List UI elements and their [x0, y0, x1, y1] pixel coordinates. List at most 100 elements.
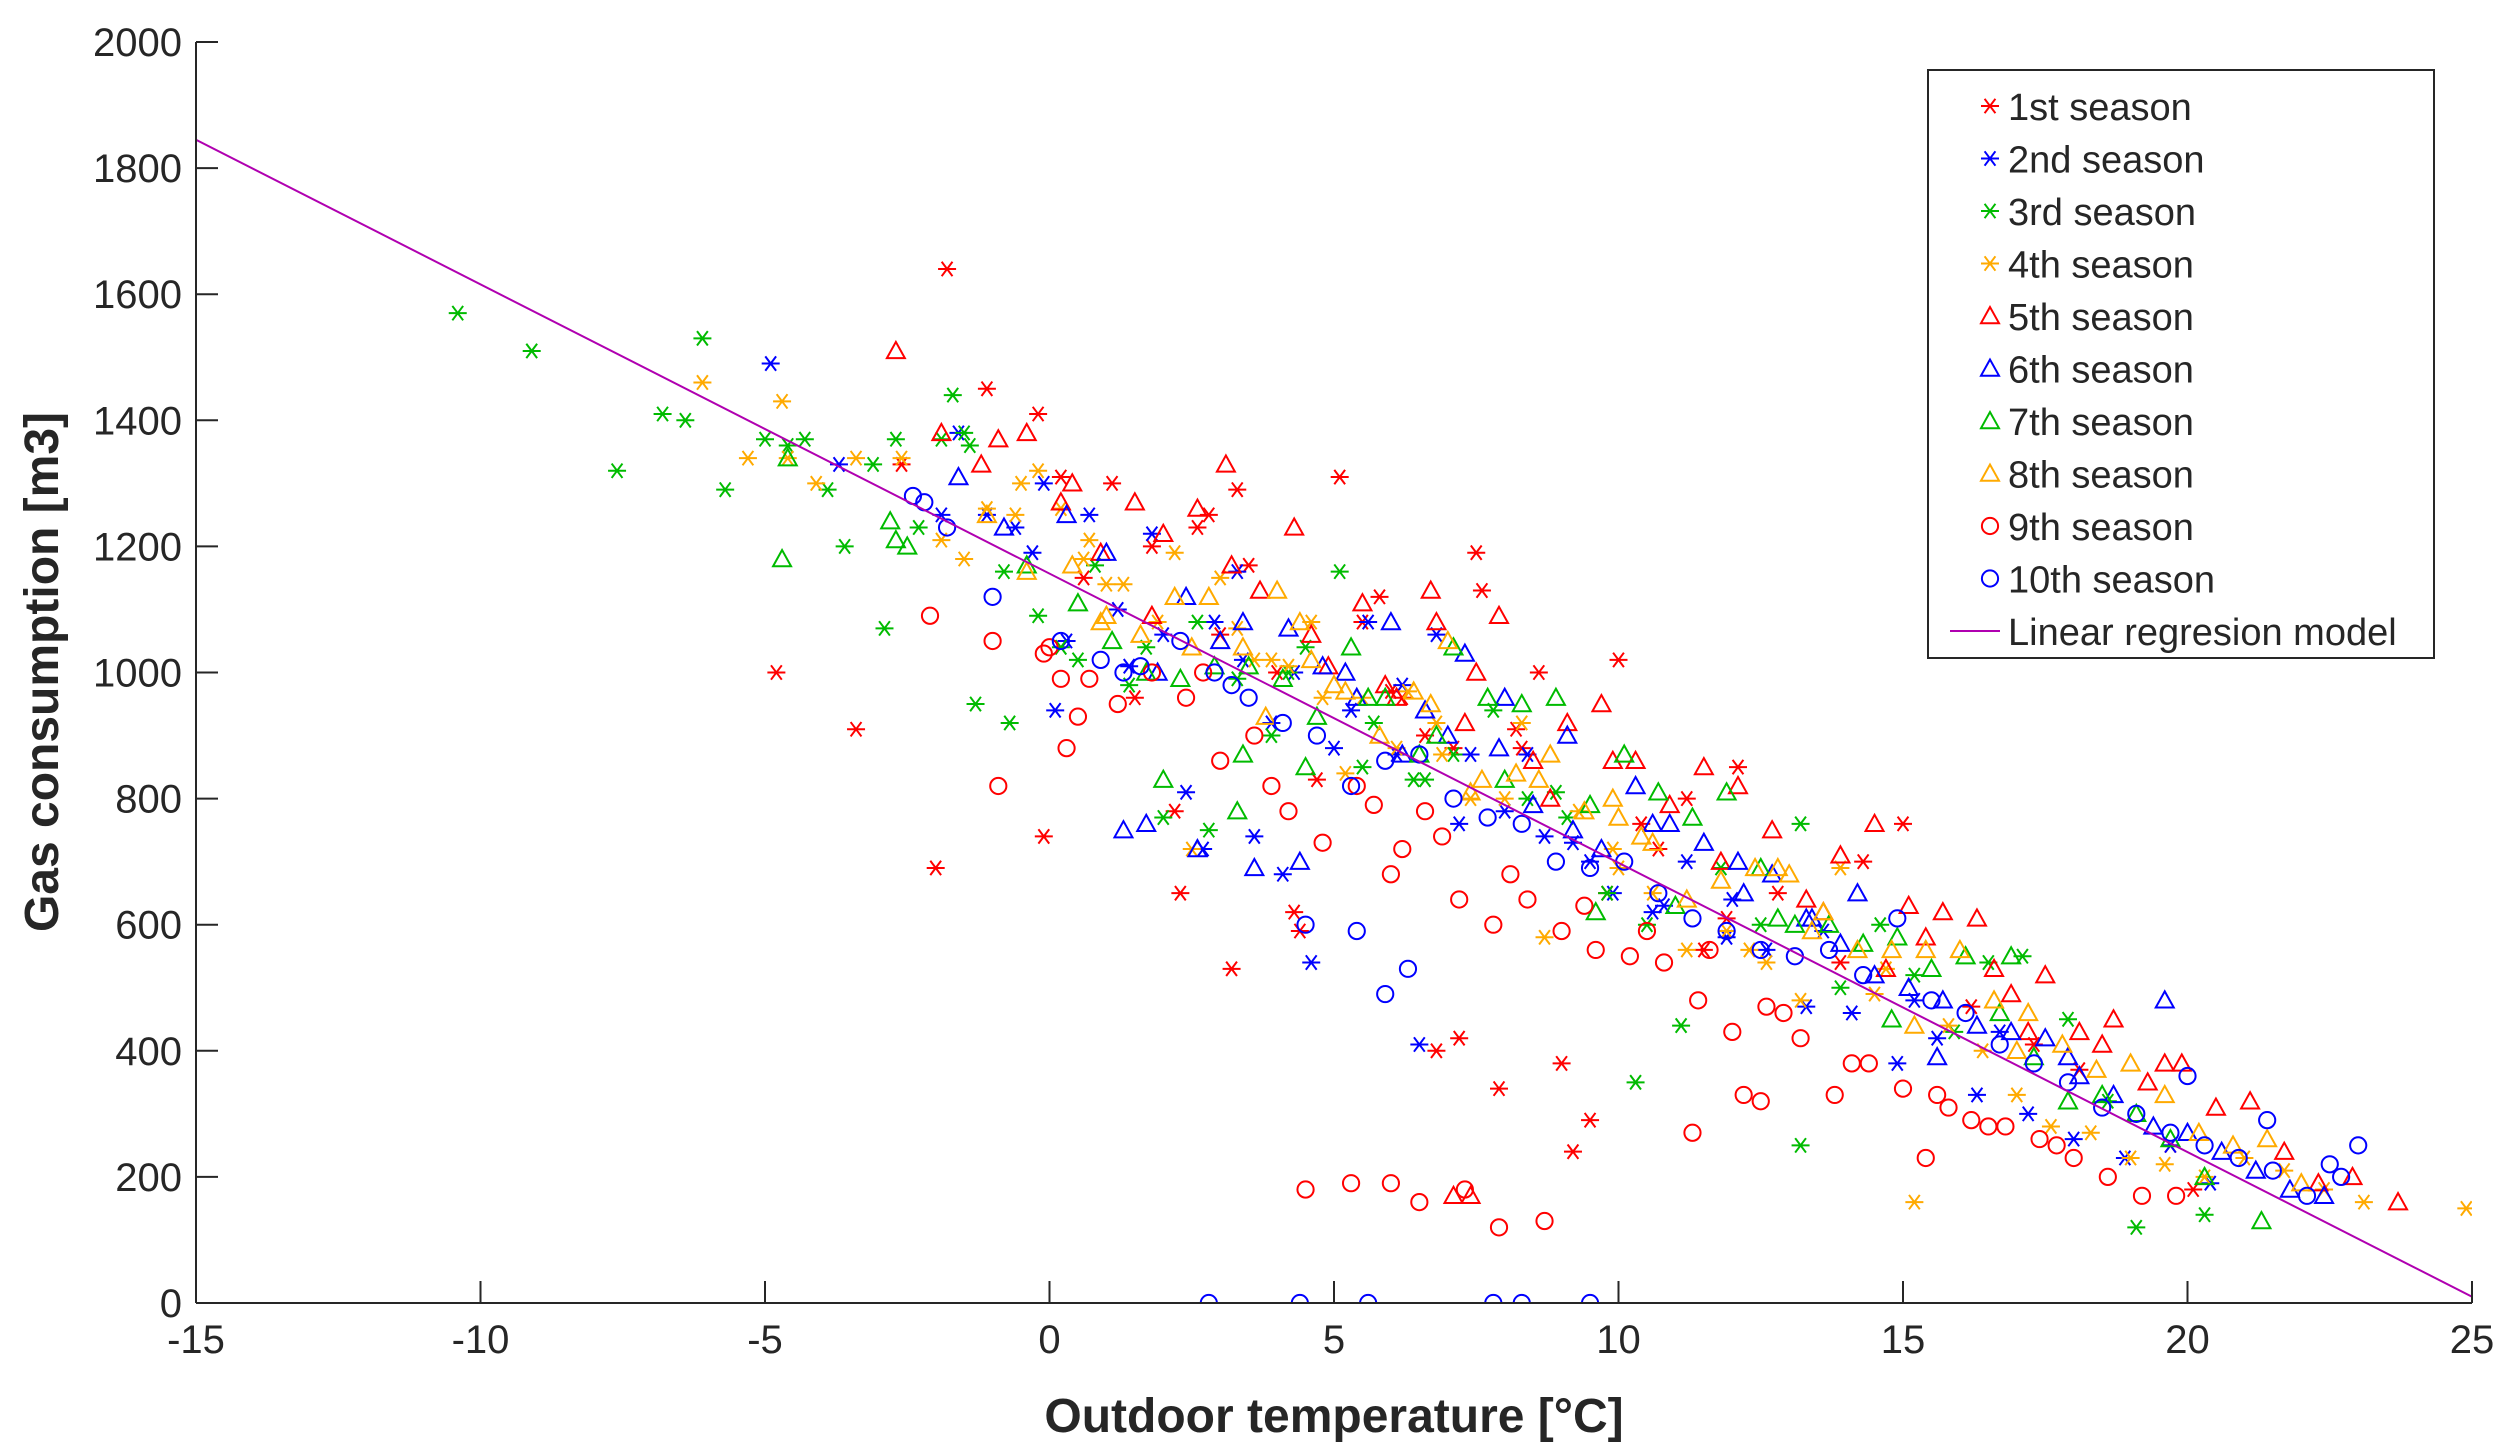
legend-item: 8th season: [1979, 455, 2194, 497]
data-point: [1188, 614, 1207, 630]
data-point: [2161, 1123, 2180, 1142]
data-point: [2000, 982, 2022, 1003]
data-point: [1556, 724, 1578, 744]
data-point: [1300, 623, 1322, 643]
data-point: [1006, 507, 1025, 523]
data-point: [1465, 661, 1487, 681]
data-point: [1677, 790, 1696, 807]
data-point: [1034, 475, 1053, 492]
data-point: [1939, 1017, 1958, 1034]
data-point: [1472, 582, 1491, 599]
data-point: [2102, 1008, 2125, 1028]
data-point: [2176, 1121, 2199, 1141]
x-tick-label: 0: [1038, 1318, 1060, 1362]
data-point: [1364, 795, 1383, 815]
y-tick-label: 0: [160, 1282, 182, 1326]
data-point: [2000, 945, 2022, 965]
x-axis-ticks: -15 -10 -5 0 5 10 15 20 25: [167, 1281, 2494, 1362]
data-point: [2273, 1140, 2295, 1160]
data-point: [938, 261, 957, 277]
data-point: [1330, 563, 1349, 580]
data-point: [1266, 579, 1288, 599]
data-point: [2229, 1148, 2248, 1168]
data-point: [1108, 601, 1127, 618]
data-point: [1893, 1079, 1913, 1098]
data-point: [2017, 1001, 2039, 1022]
data-point: [947, 465, 970, 486]
data-point: [693, 330, 712, 347]
data-point: [1829, 844, 1852, 864]
data-point: [1420, 579, 1442, 599]
data-point: [1681, 806, 1704, 826]
data-point: [1171, 885, 1190, 901]
data-point: [522, 343, 541, 359]
data-point: [1932, 901, 1954, 921]
data-point: [1393, 839, 1412, 859]
data-point: [1693, 756, 1715, 776]
data-point: [1323, 674, 1345, 694]
data-point: [1112, 819, 1135, 839]
data-point: [2102, 1083, 2125, 1104]
data-point: [1289, 611, 1311, 631]
data-point: [1255, 705, 1277, 725]
data-point: [1108, 694, 1127, 714]
data-point: [1728, 759, 1747, 775]
data-point: [1880, 1008, 1903, 1028]
data-point: [1152, 522, 1174, 542]
data-point: [1080, 669, 1099, 688]
data-point: [2256, 1128, 2278, 1148]
data-point: [767, 664, 786, 681]
data-point: [1539, 787, 1561, 807]
data-point: [1380, 611, 1402, 631]
data-point: [1897, 894, 1920, 914]
regression-line: [196, 138, 2472, 1298]
data-point: [777, 447, 799, 467]
data-point: [1607, 806, 1630, 826]
data-point: [1205, 614, 1224, 630]
data-point: [1484, 915, 1503, 934]
data-point: [2195, 1136, 2214, 1155]
data-point: [1962, 1111, 1981, 1130]
data-point: [1249, 579, 1271, 599]
data-point: [1471, 768, 1493, 788]
data-point: [1677, 853, 1696, 870]
legend-item: 5th season: [1979, 297, 2194, 339]
data-point: [2006, 1039, 2028, 1059]
data-point: [1768, 885, 1787, 901]
data-point: [1051, 631, 1070, 651]
data-point: [1125, 689, 1144, 706]
data-point: [1529, 664, 1548, 681]
data-point: [1296, 1180, 1315, 1199]
data-point: [2051, 1033, 2074, 1053]
data-point: [1812, 901, 1835, 921]
data-point: [2091, 1033, 2113, 1053]
data-point: [2307, 1172, 2330, 1192]
data-point: [1171, 631, 1190, 651]
data-point: [2127, 1219, 2146, 1236]
legend-item: Linear regresion model: [1950, 612, 2397, 654]
data-point: [1425, 611, 1448, 631]
data-point: [1450, 1030, 1469, 1046]
data-point: [1761, 819, 1783, 839]
data-point: [879, 510, 901, 530]
data-point: [1016, 560, 1038, 580]
data-point: [1825, 1085, 1844, 1105]
data-point: [1700, 940, 1719, 960]
data-point: [1425, 724, 1448, 744]
legend-label: 7th season: [2008, 402, 2194, 444]
data-point: [937, 518, 957, 537]
data-point: [1478, 808, 1497, 827]
data-point: [2041, 1118, 2060, 1135]
data-point: [1552, 1055, 1571, 1072]
data-point: [1410, 1193, 1429, 1212]
data-point: [892, 456, 911, 473]
x-tick-label: -15: [167, 1318, 225, 1362]
data-point: [835, 538, 854, 555]
data-point: [1871, 916, 1890, 933]
data-point: [1103, 475, 1122, 492]
data-point: [1512, 715, 1531, 731]
data-point: [1791, 992, 1810, 1009]
data-point: [1433, 746, 1452, 763]
data-point: [1598, 885, 1617, 901]
data-point: [1211, 751, 1230, 770]
